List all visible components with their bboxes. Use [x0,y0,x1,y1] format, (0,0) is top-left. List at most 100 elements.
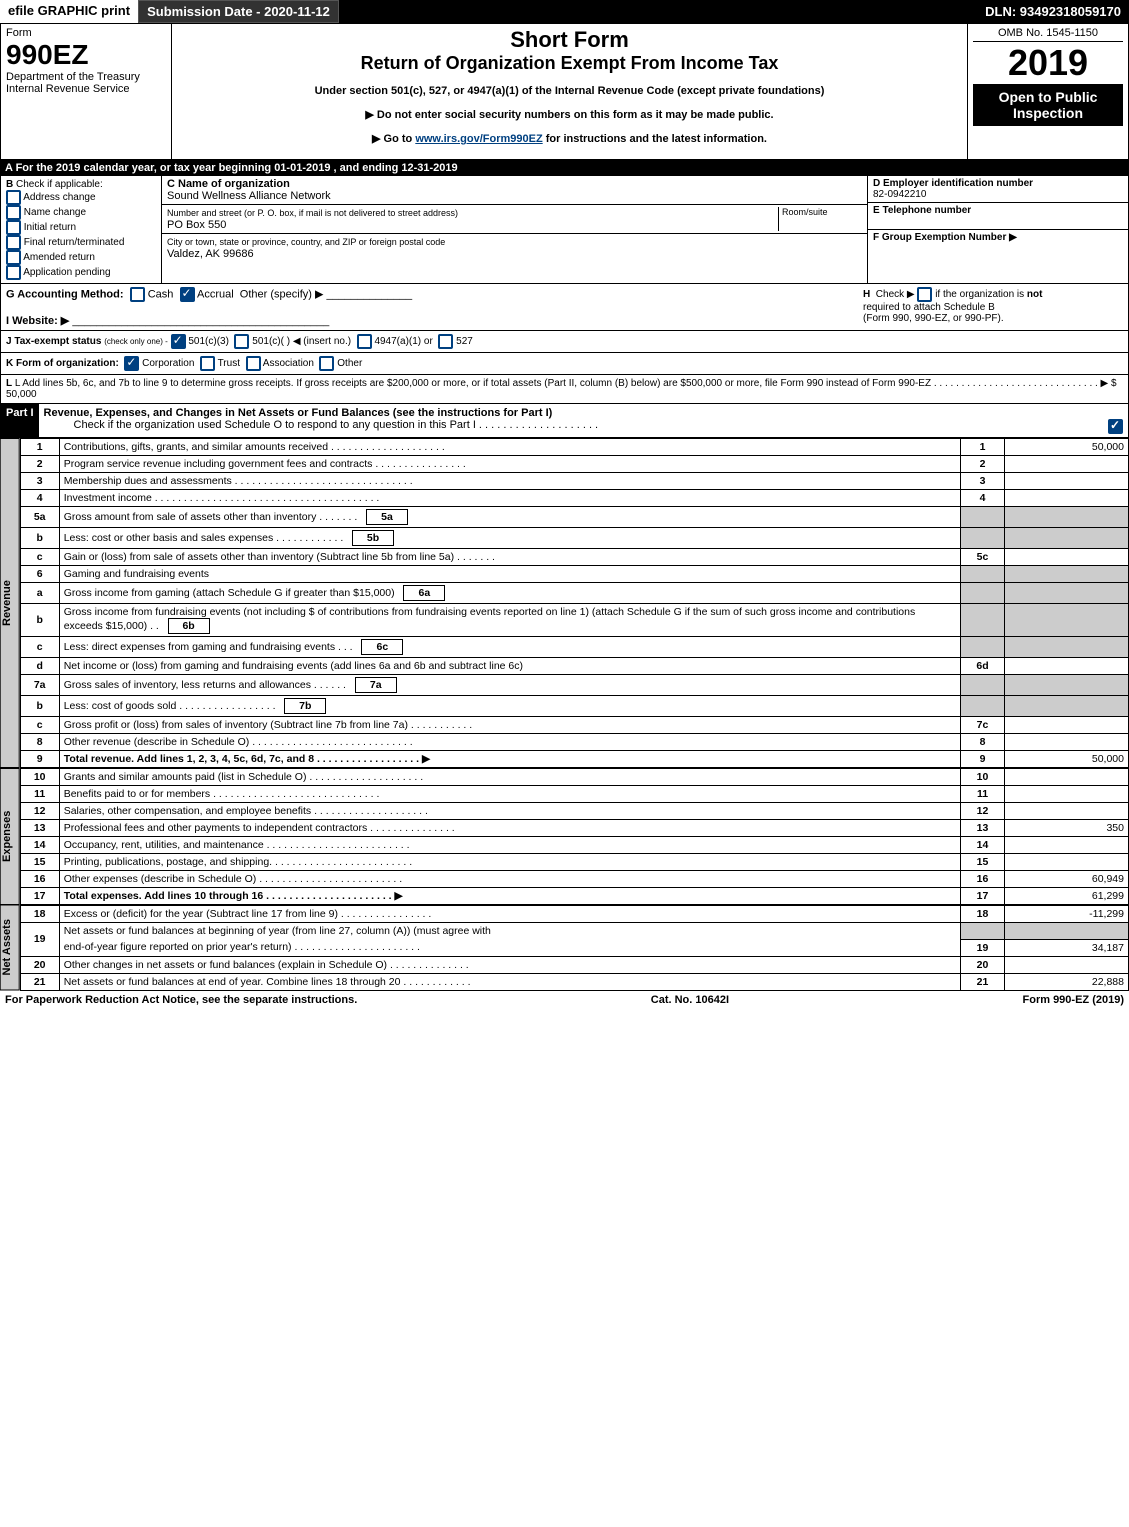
main-title: Return of Organization Exempt From Incom… [177,53,962,74]
table-row: 14Occupancy, rent, utilities, and mainte… [20,837,1128,854]
pending-check[interactable] [6,265,21,280]
expenses-sidebar: Expenses [0,768,20,905]
part1-header-row: Part I Revenue, Expenses, and Changes in… [0,404,1129,438]
line-j: J Tax-exempt status (check only one) - 5… [0,331,1129,353]
cash-check[interactable] [130,287,145,302]
revenue-table: 1Contributions, gifts, grants, and simil… [20,438,1129,768]
cat-no: Cat. No. 10642I [651,994,729,1006]
net-assets-table: 18Excess or (deficit) for the year (Subt… [20,905,1129,991]
part1-label: Part I [1,404,39,437]
ein-value: 82-0942210 [873,189,926,200]
ssn-warning: ▶ Do not enter social security numbers o… [177,108,962,121]
expenses-section: Expenses 10Grants and similar amounts pa… [0,768,1129,905]
form-ref: Form 990-EZ (2019) [1023,994,1125,1006]
top-bar: efile GRAPHIC print Submission Date - 20… [0,0,1129,23]
table-row: 18Excess or (deficit) for the year (Subt… [20,906,1128,923]
table-row: 17Total expenses. Add lines 10 through 1… [20,888,1128,905]
501c-check[interactable] [234,334,249,349]
tax-year: 2019 [973,42,1123,84]
table-row: 16Other expenses (describe in Schedule O… [20,871,1128,888]
inspection-box: Open to Public Inspection [973,84,1123,126]
line-k: K Form of organization: Corporation Trus… [0,353,1129,375]
submission-date-button[interactable]: Submission Date - 2020-11-12 [138,0,339,23]
table-row: 8Other revenue (describe in Schedule O) … [20,734,1128,751]
h-check[interactable] [917,287,932,302]
form-label: Form [6,27,166,39]
table-row: cLess: direct expenses from gaming and f… [20,637,1128,658]
ein-label: D Employer identification number [873,178,1033,189]
table-row: 15Printing, publications, postage, and s… [20,854,1128,871]
paperwork-notice: For Paperwork Reduction Act Notice, see … [5,994,357,1006]
city-value: Valdez, AK 99686 [167,248,254,260]
goto-line: ▶ Go to www.irs.gov/Form990EZ for instru… [177,132,962,145]
name-change-check[interactable] [6,205,21,220]
501c3-check[interactable] [171,334,186,349]
expenses-table: 10Grants and similar amounts paid (list … [20,768,1129,905]
table-row: 2Program service revenue including gover… [20,456,1128,473]
4947-check[interactable] [357,334,372,349]
accrual-check[interactable] [180,287,195,302]
table-row: bLess: cost of goods sold . . . . . . . … [20,696,1128,717]
trust-check[interactable] [200,356,215,371]
table-row: dNet income or (loss) from gaming and fu… [20,658,1128,675]
gh-row: G Accounting Method: Cash Accrual Other … [0,284,1129,331]
initial-return-check[interactable] [6,220,21,235]
under-section: Under section 501(c), 527, or 4947(a)(1)… [177,85,962,97]
table-row: 7aGross sales of inventory, less returns… [20,675,1128,696]
irs-link[interactable]: www.irs.gov/Form990EZ [415,133,542,145]
footer: For Paperwork Reduction Act Notice, see … [0,991,1129,1009]
table-row: 4Investment income . . . . . . . . . . .… [20,490,1128,507]
final-return-check[interactable] [6,235,21,250]
room-suite: Room/suite [778,207,862,231]
part1-title: Revenue, Expenses, and Changes in Net As… [44,407,553,419]
assoc-check[interactable] [246,356,261,371]
street-value: PO Box 550 [167,219,226,231]
527-check[interactable] [438,334,453,349]
omb-number: OMB No. 1545-1150 [973,27,1123,42]
table-row: 1Contributions, gifts, grants, and simil… [20,439,1128,456]
table-row: 5aGross amount from sale of assets other… [20,507,1128,528]
table-row: 13Professional fees and other payments t… [20,820,1128,837]
group-exemption-label: F Group Exemption Number ▶ [873,232,1017,243]
table-row: cGain or (loss) from sale of assets othe… [20,549,1128,566]
table-row: 21Net assets or fund balances at end of … [20,973,1128,990]
phone-label: E Telephone number [873,205,971,216]
table-row: bLess: cost or other basis and sales exp… [20,528,1128,549]
table-row: bGross income from fundraising events (n… [20,604,1128,637]
dept-label: Department of the Treasury [6,71,166,83]
dln-label: DLN: 93492318059170 [977,0,1129,23]
short-form-title: Short Form [177,27,962,53]
address-change-check[interactable] [6,190,21,205]
schedule-o-check[interactable] [1108,419,1123,434]
net-assets-sidebar: Net Assets [0,905,20,991]
other-check[interactable] [319,356,334,371]
revenue-sidebar: Revenue [0,438,20,768]
table-row: 10Grants and similar amounts paid (list … [20,769,1128,786]
corp-check[interactable] [124,356,139,371]
org-name: Sound Wellness Alliance Network [167,190,331,202]
header-info-table: B Check if applicable: Address change Na… [0,176,1129,284]
net-assets-section: Net Assets 18Excess or (deficit) for the… [0,905,1129,991]
table-row: 3Membership dues and assessments . . . .… [20,473,1128,490]
amended-return-check[interactable] [6,250,21,265]
table-row: 12Salaries, other compensation, and empl… [20,803,1128,820]
calendar-year-row: A For the 2019 calendar year, or tax yea… [0,160,1129,176]
form-number: 990EZ [6,39,166,71]
table-row: 9Total revenue. Add lines 1, 2, 3, 4, 5c… [20,751,1128,768]
revenue-section: Revenue 1Contributions, gifts, grants, a… [0,438,1129,768]
table-row: end-of-year figure reported on prior yea… [20,939,1128,956]
form-header: Form 990EZ Department of the Treasury In… [0,23,1129,160]
table-row: aGross income from gaming (attach Schedu… [20,583,1128,604]
website-label: I Website: ▶ [6,315,69,327]
table-row: 11Benefits paid to or for members . . . … [20,786,1128,803]
irs-label: Internal Revenue Service [6,83,166,95]
efile-print-button[interactable]: efile GRAPHIC print [0,0,138,23]
city-label: City or town, state or province, country… [167,237,445,247]
c-label: C Name of organization [167,178,290,190]
table-row: cGross profit or (loss) from sales of in… [20,717,1128,734]
street-label: Number and street (or P. O. box, if mail… [167,208,458,218]
part1-check-o: Check if the organization used Schedule … [74,419,599,431]
table-row: 6Gaming and fundraising events [20,566,1128,583]
table-row: 19Net assets or fund balances at beginni… [20,923,1128,940]
line-l: L L Add lines 5b, 6c, and 7b to line 9 t… [0,375,1129,404]
